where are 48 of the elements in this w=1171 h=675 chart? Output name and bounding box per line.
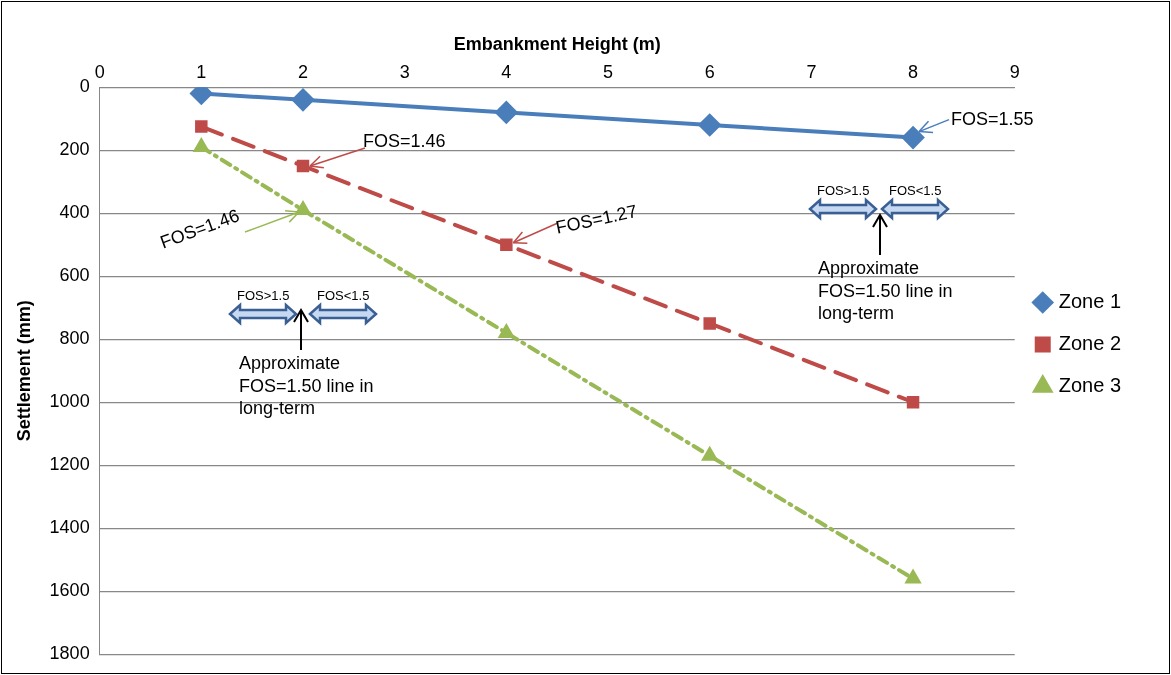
- x-tick-label: 3: [399, 62, 410, 83]
- annotation: FOS=1.27: [554, 199, 640, 239]
- point: [906, 395, 920, 409]
- x-tick-label: 1: [196, 62, 207, 83]
- x-tick-label: 0: [94, 62, 105, 83]
- point: [499, 324, 514, 338]
- y-tick-label: 600: [59, 265, 90, 286]
- legend-label: Zone 3: [1058, 374, 1121, 397]
- x-tick-label: 5: [603, 62, 614, 83]
- point: [902, 126, 925, 149]
- y-tick-label: 1600: [49, 580, 90, 601]
- point: [195, 120, 208, 133]
- point: [296, 159, 310, 173]
- y-tick-label: 1800: [49, 643, 90, 664]
- x-tick-label: 9: [1009, 62, 1020, 83]
- x-tick-label: 4: [501, 62, 512, 83]
- x-tick-label: 6: [704, 62, 715, 83]
- annotation: FOS=1.55: [951, 107, 1034, 131]
- annotation: FOS=1.46: [362, 129, 446, 153]
- annotation: FOS<1.5: [889, 183, 942, 200]
- y-axis-title: Settlement (mm): [13, 300, 34, 442]
- point: [500, 238, 513, 251]
- y-tick-label: 0: [79, 76, 90, 97]
- y-tick-label: 1200: [49, 454, 90, 475]
- point: [295, 202, 311, 216]
- y-tick-label: 800: [59, 328, 90, 349]
- y-tick-label: 400: [59, 202, 90, 223]
- point: [194, 139, 209, 153]
- annotation: FOS<1.5: [317, 288, 370, 305]
- annotation: FOS>1.5: [237, 288, 290, 305]
- y-tick-label: 1000: [49, 391, 90, 412]
- legend-label: Zone 1: [1058, 290, 1121, 313]
- x-tick-label: 8: [908, 62, 919, 83]
- x-axis-title: Embankment Height (m): [453, 33, 661, 54]
- annotation: FOS>1.5: [817, 183, 870, 200]
- point: [904, 568, 922, 584]
- point: [701, 445, 717, 461]
- y-tick-label: 200: [59, 139, 90, 160]
- x-tick-label: 2: [297, 62, 308, 83]
- x-tick-label: 7: [806, 62, 817, 83]
- point: [495, 101, 518, 124]
- legend-label: Zone 2: [1058, 332, 1121, 355]
- point: [703, 317, 716, 330]
- annotation: Approximate FOS=1.50 line in long-term: [239, 352, 375, 420]
- point: [698, 114, 721, 136]
- point: [292, 88, 314, 111]
- y-tick-label: 1400: [49, 517, 90, 538]
- annotation: Approximate FOS=1.50 line in long-term: [818, 257, 954, 325]
